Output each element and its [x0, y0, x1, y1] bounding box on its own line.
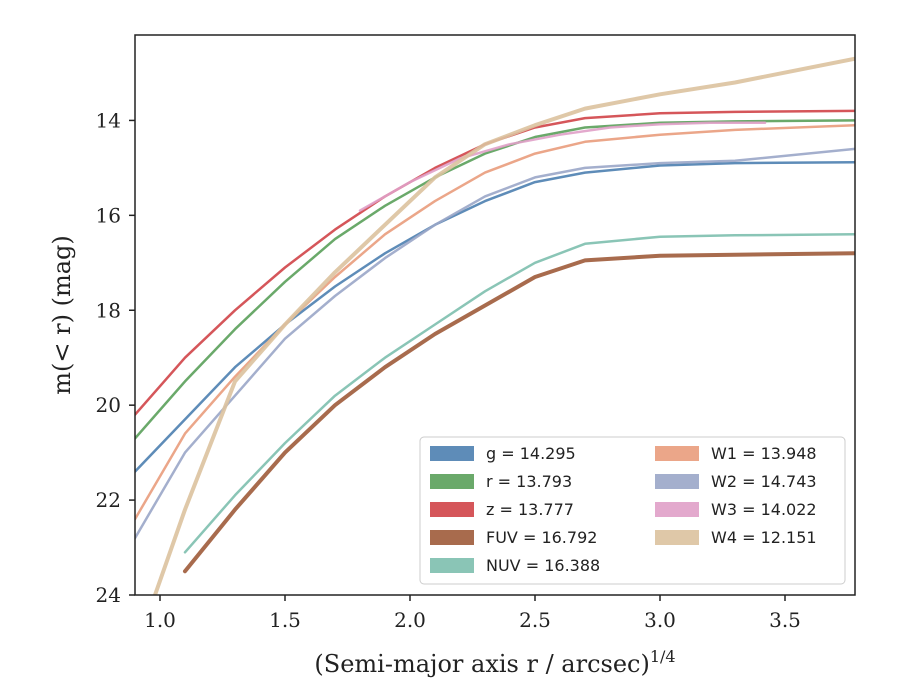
legend-label-z: z = 13.777 — [486, 500, 574, 519]
legend-swatch-g — [430, 446, 474, 461]
legend-label-W3: W3 = 14.022 — [711, 500, 817, 519]
y-tick-label: 18 — [96, 298, 121, 322]
series-line-W1 — [135, 123, 855, 521]
plot-frame — [134, 34, 856, 596]
legend-swatch-NUV — [430, 558, 474, 573]
series-line-z — [135, 109, 855, 416]
x-tick-label: 1.0 — [144, 608, 176, 632]
legend-box — [419, 436, 846, 585]
legend-swatch-W1 — [655, 446, 699, 461]
legend-label-W4: W4 = 12.151 — [711, 528, 817, 547]
x-axis-label-text: (Semi-major axis r / arcsec) — [314, 650, 649, 678]
x-tick-label: 3.5 — [769, 608, 801, 632]
legend-swatch-z — [430, 502, 474, 517]
x-axis-ticks: 1.0 1.5 2.0 2.5 3.0 3.5 — [144, 595, 801, 632]
series-line-W4 — [153, 56, 855, 595]
legend-swatch-W3 — [655, 502, 699, 517]
legend-label-W2: W2 = 14.743 — [711, 472, 817, 491]
legend-swatch-W4 — [655, 530, 699, 545]
legend-label-NUV: NUV = 16.388 — [486, 556, 600, 575]
x-tick-label: 3.0 — [644, 608, 676, 632]
legend-swatch-FUV — [430, 530, 474, 545]
series-line-g — [135, 160, 855, 473]
y-tick-label: 22 — [96, 488, 121, 512]
legend-label-g: g = 14.295 — [486, 444, 576, 463]
x-tick-label: 2.5 — [519, 608, 551, 632]
y-axis-ticks: 14 16 18 20 22 24 — [96, 108, 135, 607]
x-axis-label: (Semi-major axis r / arcsec)1/4 — [314, 647, 675, 678]
series-layer — [135, 56, 855, 595]
legend-swatch-W2 — [655, 474, 699, 489]
legend: g = 14.295 r = 13.793 z = 13.777 FUV = 16.7… — [419, 436, 846, 585]
x-tick-label: 1.5 — [269, 608, 301, 632]
y-tick-label: 14 — [96, 108, 121, 132]
y-tick-label: 20 — [96, 393, 121, 417]
y-tick-label: 16 — [96, 203, 121, 227]
series-line-W3 — [358, 121, 767, 212]
series-line-NUV — [183, 233, 855, 554]
y-axis-label: m(< r) (mag) — [48, 235, 76, 394]
legend-label-W1: W1 = 13.948 — [711, 444, 817, 463]
series-line-FUV — [183, 251, 855, 574]
x-axis-label-exponent: 1/4 — [650, 647, 676, 666]
legend-label-r: r = 13.793 — [486, 472, 572, 491]
legend-swatch-r — [430, 474, 474, 489]
series-line-W2 — [135, 147, 855, 540]
y-tick-label: 24 — [96, 583, 121, 607]
legend-label-FUV: FUV = 16.792 — [486, 528, 597, 547]
x-tick-label: 2.0 — [394, 608, 426, 632]
